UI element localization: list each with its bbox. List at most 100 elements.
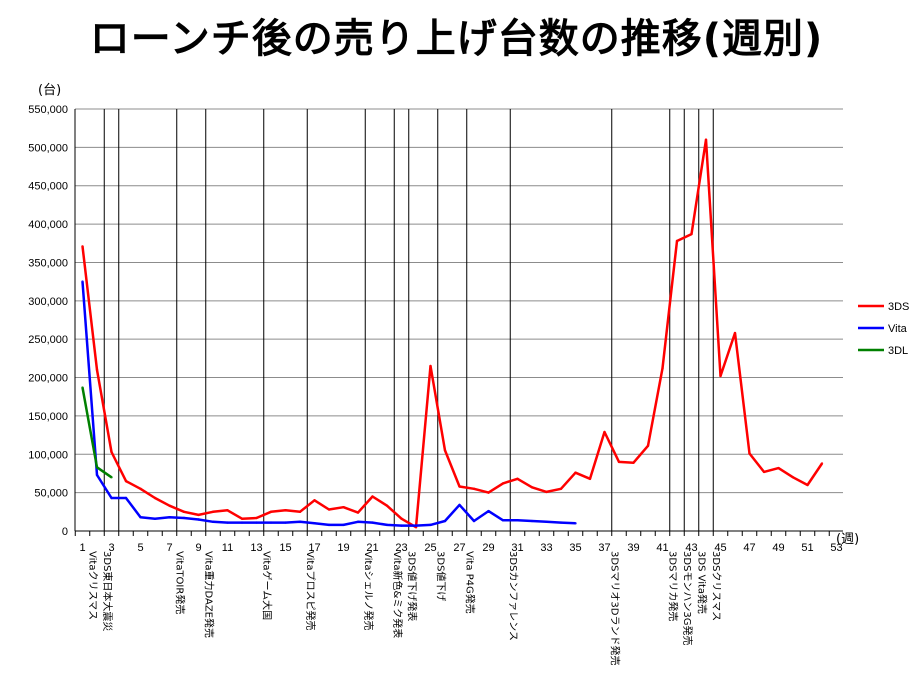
- x-tick-label: 49: [772, 542, 784, 554]
- data-point: [603, 430, 606, 434]
- y-tick-label: 150,000: [28, 411, 68, 423]
- data-point: [95, 466, 99, 469]
- data-point: [385, 504, 389, 507]
- x-tick-label: 17: [308, 542, 320, 554]
- event-label: 3DS Vita発売: [696, 551, 709, 614]
- x-tick-label: 3: [108, 542, 114, 554]
- data-point: [472, 487, 476, 490]
- data-point: [429, 364, 432, 368]
- data-point: [559, 521, 563, 524]
- data-point: [371, 521, 374, 524]
- event-label: 3DSマリオ3Dランド発売: [609, 551, 622, 665]
- data-point: [791, 476, 795, 479]
- event-label: Vita重力DAZE発売: [203, 551, 216, 638]
- event-label: 3DS値下げ発表: [406, 551, 419, 621]
- event-label: VitaTOIR発売: [174, 551, 187, 614]
- data-point: [110, 496, 113, 500]
- data-point: [501, 482, 505, 485]
- data-point: [124, 479, 128, 483]
- data-point: [545, 520, 548, 523]
- y-tick-label: 200,000: [28, 373, 68, 385]
- data-point: [327, 508, 331, 511]
- data-point: [327, 523, 331, 527]
- data-point: [255, 521, 258, 524]
- event-label: Vitaプロスピ発売: [304, 551, 317, 630]
- data-point: [661, 367, 664, 370]
- data-point: [110, 476, 113, 479]
- y-tick-label: 500,000: [28, 142, 68, 154]
- data-point: [385, 523, 389, 527]
- data-point: [719, 374, 722, 378]
- data-point: [574, 522, 577, 525]
- data-point: [298, 520, 302, 523]
- data-point: [443, 449, 447, 452]
- data-point: [588, 477, 592, 481]
- y-tick-label: 0: [62, 526, 68, 538]
- y-tick-label: 100,000: [28, 449, 68, 461]
- data-point: [806, 483, 809, 487]
- data-point: [81, 280, 84, 283]
- data-point: [197, 513, 200, 517]
- data-point: [748, 452, 751, 455]
- x-tick-label: 15: [279, 542, 291, 554]
- data-point: [762, 470, 766, 474]
- data-point: [182, 510, 186, 514]
- event-lines: Vitaクリスマス 3DS東日本大震災 VitaTOIR発売 Vita重力DAZE発売…: [87, 109, 722, 665]
- series-line-vita: [81, 281, 576, 527]
- data-point: [733, 331, 737, 335]
- data-point: [458, 485, 461, 488]
- legend-label: Vita: [888, 323, 908, 335]
- x-tick-label: 43: [685, 542, 697, 554]
- event-label: 3DSモンハン3G発売: [681, 551, 694, 646]
- data-point: [487, 491, 490, 494]
- x-tick-label: 25: [424, 542, 436, 554]
- data-point: [530, 519, 534, 523]
- x-tick-label: 29: [482, 542, 494, 554]
- data-point: [356, 511, 360, 514]
- x-tick-label: 33: [540, 542, 552, 554]
- event-label: 3DSカンファレンス: [507, 551, 519, 641]
- x-tick-label: 45: [714, 542, 726, 554]
- data-point: [226, 521, 229, 524]
- data-point: [168, 515, 171, 519]
- data-point: [226, 509, 229, 512]
- data-point: [211, 510, 215, 514]
- legend-label: 3DL: [888, 345, 908, 357]
- event-label: 3DSクリスマス: [710, 551, 722, 621]
- data-point: [472, 519, 476, 523]
- event-label: Vita新色&ミク発表: [391, 551, 404, 638]
- data-point: [197, 518, 200, 521]
- data-point: [356, 520, 360, 523]
- series-line-3ds: [81, 138, 824, 529]
- y-axis-label: (台): [38, 83, 61, 98]
- data-point: [269, 510, 273, 514]
- x-tick-label: 23: [395, 542, 407, 554]
- y-tick-label: 450,000: [28, 181, 68, 193]
- data-point: [646, 444, 650, 448]
- data-point: [298, 510, 302, 514]
- event-label: Vita P4G発売: [464, 551, 477, 614]
- legend: 3DS Vita 3DL: [858, 301, 909, 357]
- y-tick-label: 300,000: [28, 296, 68, 308]
- data-point: [313, 522, 316, 525]
- y-tick-label: 550,000: [28, 104, 68, 116]
- data-point: [255, 516, 258, 520]
- x-tick-label: 37: [598, 542, 610, 554]
- x-tick-label: 27: [453, 542, 465, 554]
- data-point: [690, 232, 693, 236]
- event-label: Vitaゲーム大国: [261, 551, 274, 620]
- y-tick-label: 400,000: [28, 219, 68, 231]
- data-point: [574, 471, 577, 474]
- data-point: [153, 517, 157, 520]
- x-tick-label: 1: [79, 542, 85, 554]
- data-point: [371, 495, 374, 498]
- data-point: [458, 503, 461, 507]
- data-point: [269, 521, 273, 524]
- chart-title: ローンチ後の売り上げ台数の推移(週別): [89, 16, 824, 62]
- x-tick-label: 7: [166, 542, 172, 554]
- data-point: [182, 516, 186, 520]
- x-tick-label: 11: [222, 542, 233, 554]
- event-label: 3DSマリカ発売: [667, 551, 680, 621]
- x-tick-label: 19: [337, 542, 349, 554]
